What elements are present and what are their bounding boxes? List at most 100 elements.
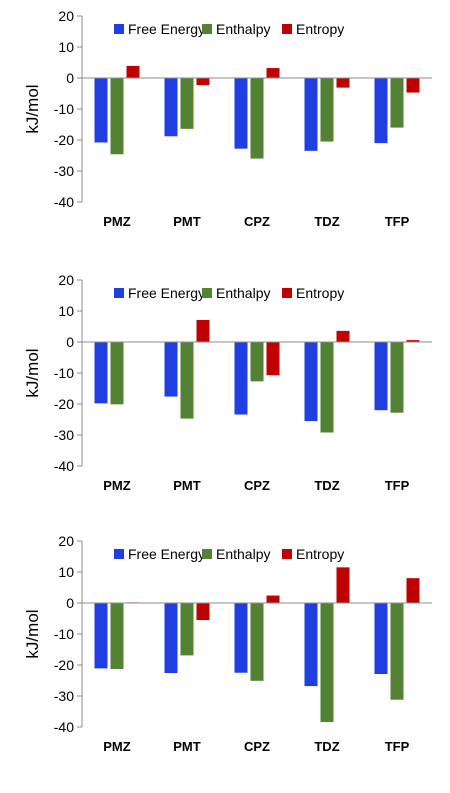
bar-entropy-tdz (336, 330, 350, 342)
legend-swatch-enthalpy (202, 549, 212, 559)
legend-swatch-free-energy (114, 288, 124, 298)
bar-entropy-pmt (196, 78, 210, 86)
category-label: CPZ (244, 739, 270, 754)
y-tick-label: -40 (54, 719, 74, 735)
bar-enthalpy-tfp (390, 603, 404, 700)
y-tick-label: -40 (54, 194, 74, 210)
legend-label-enthalpy: Enthalpy (216, 546, 270, 562)
legend-label-free-energy: Free Energy (128, 546, 205, 562)
y-tick-label: -10 (54, 365, 74, 381)
y-tick-label: -10 (54, 626, 74, 642)
category-label: TFP (385, 739, 410, 754)
bar-entropy-tfp (406, 78, 420, 93)
y-tick-label: 0 (66, 70, 74, 86)
legend-label-free-energy: Free Energy (128, 285, 205, 301)
bar-free-energy-pmt (164, 78, 178, 137)
category-label: PMZ (103, 478, 131, 493)
legend-label-free-energy: Free Energy (128, 21, 205, 37)
category-label: PMZ (103, 214, 131, 229)
bar-enthalpy-tfp (390, 78, 404, 128)
bar-enthalpy-pmz (110, 78, 124, 155)
category-label: CPZ (244, 214, 270, 229)
bar-entropy-cpz (266, 68, 280, 78)
bar-free-energy-tfp (374, 603, 388, 674)
legend-label-enthalpy: Enthalpy (216, 285, 270, 301)
legend-swatch-enthalpy (202, 288, 212, 298)
bar-entropy-cpz (266, 342, 280, 376)
y-tick-label: 20 (58, 272, 74, 288)
legend-label-enthalpy: Enthalpy (216, 21, 270, 37)
category-label: TDZ (314, 739, 339, 754)
legend-label-entropy: Entropy (296, 546, 344, 562)
category-label: PMZ (103, 739, 131, 754)
y-axis-label: kJ/mol (23, 348, 42, 397)
y-tick-label: 20 (58, 8, 74, 24)
bar-entropy-tfp (406, 578, 420, 603)
bar-free-energy-pmz (94, 342, 108, 404)
bar-enthalpy-tdz (320, 78, 334, 142)
category-label: PMT (173, 214, 201, 229)
category-label: PMT (173, 739, 201, 754)
bar-entropy-cpz (266, 595, 280, 603)
bar-enthalpy-pmz (110, 603, 124, 670)
y-tick-label: 10 (58, 39, 74, 55)
bar-entropy-tdz (336, 78, 350, 88)
legend-swatch-enthalpy (202, 24, 212, 34)
bar-free-energy-tdz (304, 78, 318, 151)
y-tick-label: -20 (54, 132, 74, 148)
bar-enthalpy-tdz (320, 603, 334, 723)
bar-enthalpy-pmz (110, 342, 124, 405)
legend-swatch-entropy (282, 24, 292, 34)
bar-free-energy-pmt (164, 342, 178, 397)
bar-free-energy-cpz (234, 342, 248, 415)
legend-label-entropy: Entropy (296, 21, 344, 37)
legend-swatch-entropy (282, 549, 292, 559)
y-tick-label: -20 (54, 396, 74, 412)
y-tick-label: -30 (54, 427, 74, 443)
bar-free-energy-tfp (374, 342, 388, 411)
bar-enthalpy-cpz (250, 603, 264, 681)
legend-swatch-free-energy (114, 549, 124, 559)
y-axis-label: kJ/mol (23, 84, 42, 133)
y-tick-label: -30 (54, 163, 74, 179)
legend-swatch-entropy (282, 288, 292, 298)
category-label: CPZ (244, 478, 270, 493)
bar-entropy-pmt (196, 603, 210, 621)
y-tick-label: -40 (54, 458, 74, 474)
chart-panel-2: 20 10 0 -10 -20 -30 -40 kJ/mol PMZ PMT CPZ TDZ TFP Fr… (0, 264, 450, 514)
bar-free-energy-tdz (304, 603, 318, 687)
bar-entropy-pmz (126, 65, 140, 78)
y-tick-label: -20 (54, 657, 74, 673)
bar-free-energy-tdz (304, 342, 318, 422)
bar-free-energy-cpz (234, 78, 248, 149)
bar-enthalpy-tfp (390, 342, 404, 413)
legend-swatch-free-energy (114, 24, 124, 34)
y-tick-label: 0 (66, 595, 74, 611)
bar-free-energy-cpz (234, 603, 248, 673)
bar-enthalpy-pmt (180, 78, 194, 129)
bar-enthalpy-tdz (320, 342, 334, 433)
bar-entropy-tfp (406, 340, 420, 342)
y-axis-label: kJ/mol (23, 609, 42, 658)
y-tick-label: 20 (58, 533, 74, 549)
bar-enthalpy-pmt (180, 342, 194, 419)
bar-free-energy-pmz (94, 603, 108, 669)
category-label: TFP (385, 478, 410, 493)
chart-panel-3: 20 10 0 -10 -20 -30 -40 kJ/mol PMZ PMT CPZ TDZ TFP Fr… (0, 525, 450, 775)
bar-free-energy-pmt (164, 603, 178, 674)
y-tick-label: 10 (58, 303, 74, 319)
bar-free-energy-tfp (374, 78, 388, 144)
category-label: TFP (385, 214, 410, 229)
chart-panel-1: 20 10 0 -10 -20 -30 -40 kJ/mol PMZ PMT CPZ TDZ TFP Fr… (0, 0, 450, 250)
bar-entropy-tdz (336, 567, 350, 603)
bar-enthalpy-cpz (250, 78, 264, 159)
bar-enthalpy-cpz (250, 342, 264, 382)
bar-free-energy-pmz (94, 78, 108, 143)
chart-2-svg: 20 10 0 -10 -20 -30 -40 kJ/mol PMZ PMT CPZ TDZ TFP Fr… (23, 272, 432, 493)
category-label: TDZ (314, 478, 339, 493)
legend-label-entropy: Entropy (296, 285, 344, 301)
chart-3-svg: 20 10 0 -10 -20 -30 -40 kJ/mol PMZ PMT CPZ TDZ TFP Fr… (23, 533, 432, 754)
bar-entropy-pmt (196, 319, 210, 342)
y-tick-label: 10 (58, 564, 74, 580)
chart-1-svg: 20 10 0 -10 -20 -30 -40 kJ/mol PMZ PMT CPZ TDZ TFP Fr… (23, 8, 432, 229)
